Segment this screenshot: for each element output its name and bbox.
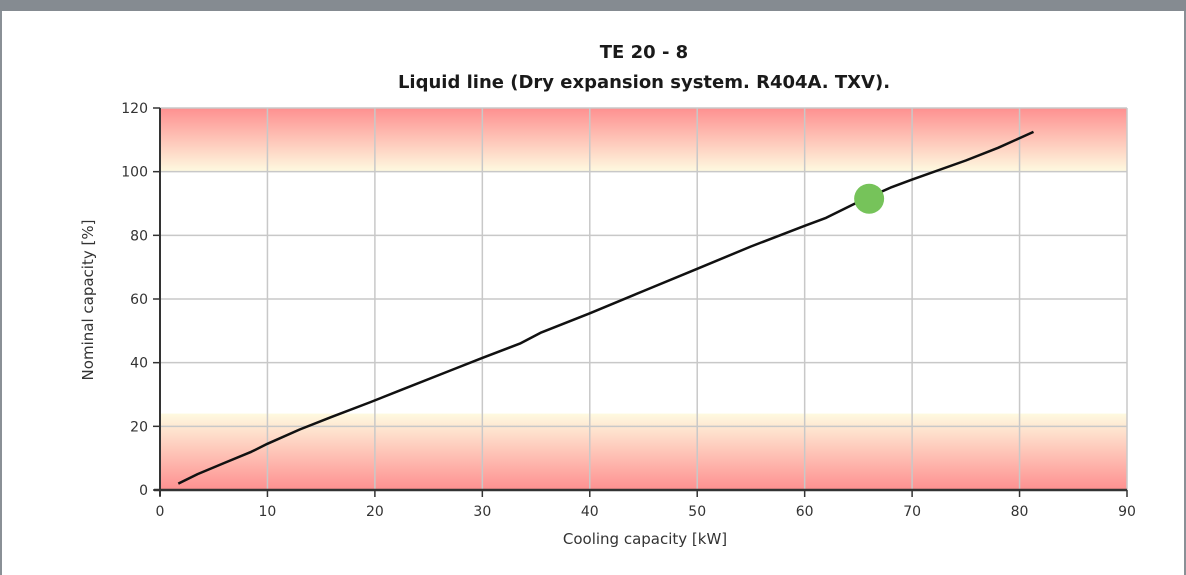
- capacity-line: [177, 130, 1035, 485]
- upper-limit-band: [160, 108, 1127, 172]
- chart-subtitle: Liquid line (Dry expansion system. R404A…: [397, 72, 891, 93]
- x-tick-label: 20: [366, 504, 384, 520]
- operating-point-marker: [854, 183, 885, 214]
- y-axis-title: Nominal capacity [%]: [79, 220, 97, 381]
- x-tick-label: 70: [903, 504, 921, 520]
- chart-title: TE 20 - 8: [599, 42, 689, 63]
- y-tick-label: 100: [121, 165, 148, 181]
- x-tick-label: 0: [156, 504, 165, 520]
- x-tick-label: 80: [1011, 504, 1029, 520]
- x-axis-title: Cooling capacity [kW]: [563, 530, 727, 548]
- x-tick-label: 50: [688, 504, 706, 520]
- x-tick-label: 10: [259, 504, 277, 520]
- y-tick-label: 80: [130, 228, 148, 244]
- y-tick-label: 60: [130, 292, 148, 308]
- x-tick-label: 30: [473, 504, 491, 520]
- x-tick-label: 60: [796, 504, 814, 520]
- x-tick-label: 40: [581, 504, 599, 520]
- window-top-bar: [0, 0, 1186, 11]
- y-tick-label: 40: [130, 356, 148, 372]
- y-tick-label: 20: [130, 419, 148, 435]
- lower-limit-band: [160, 413, 1127, 490]
- y-tick-label: 0: [139, 483, 148, 499]
- y-tick-label: 120: [121, 101, 148, 117]
- x-tick-label: 90: [1118, 504, 1136, 520]
